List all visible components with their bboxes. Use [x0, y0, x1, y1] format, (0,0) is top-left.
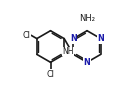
Text: N: N	[70, 34, 77, 43]
Text: Cl: Cl	[47, 69, 55, 78]
Text: NH₂: NH₂	[79, 14, 95, 23]
Text: NH: NH	[62, 47, 74, 56]
Text: Cl: Cl	[23, 31, 30, 40]
Text: N: N	[97, 34, 104, 43]
Text: N: N	[84, 58, 90, 67]
